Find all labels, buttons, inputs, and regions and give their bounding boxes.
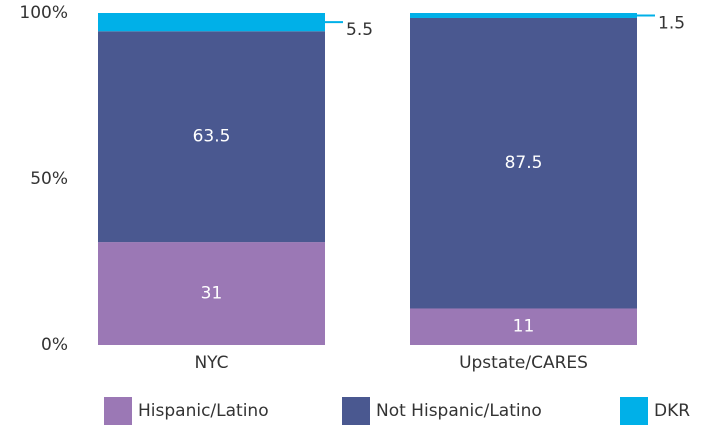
data-label: 5.5 [346, 20, 373, 40]
legend-label: Not Hispanic/Latino [376, 401, 542, 421]
y-tick-label: 50% [30, 169, 68, 189]
bar-segment [410, 17, 637, 309]
x-tick-label: NYC [194, 353, 228, 373]
legend-label: Hispanic/Latino [138, 401, 269, 421]
x-tick-label: Upstate/CARES [459, 353, 588, 373]
legend-swatch [104, 397, 132, 425]
bar-segment [98, 31, 325, 243]
data-label: 87.5 [505, 153, 543, 173]
bar-segment [410, 13, 637, 18]
bar-segment [98, 242, 325, 345]
bar-segment [410, 308, 637, 345]
legend-swatch [342, 397, 370, 425]
legend-label: DKR [654, 401, 690, 421]
y-tick-label: 100% [19, 3, 68, 23]
bar-segment [98, 13, 325, 32]
data-label: 1.5 [658, 13, 685, 33]
y-tick-label: 0% [41, 335, 68, 355]
data-label: 63.5 [193, 127, 231, 147]
data-label: 11 [513, 317, 535, 337]
data-label: 31 [201, 284, 223, 304]
legend-swatch [620, 397, 648, 425]
